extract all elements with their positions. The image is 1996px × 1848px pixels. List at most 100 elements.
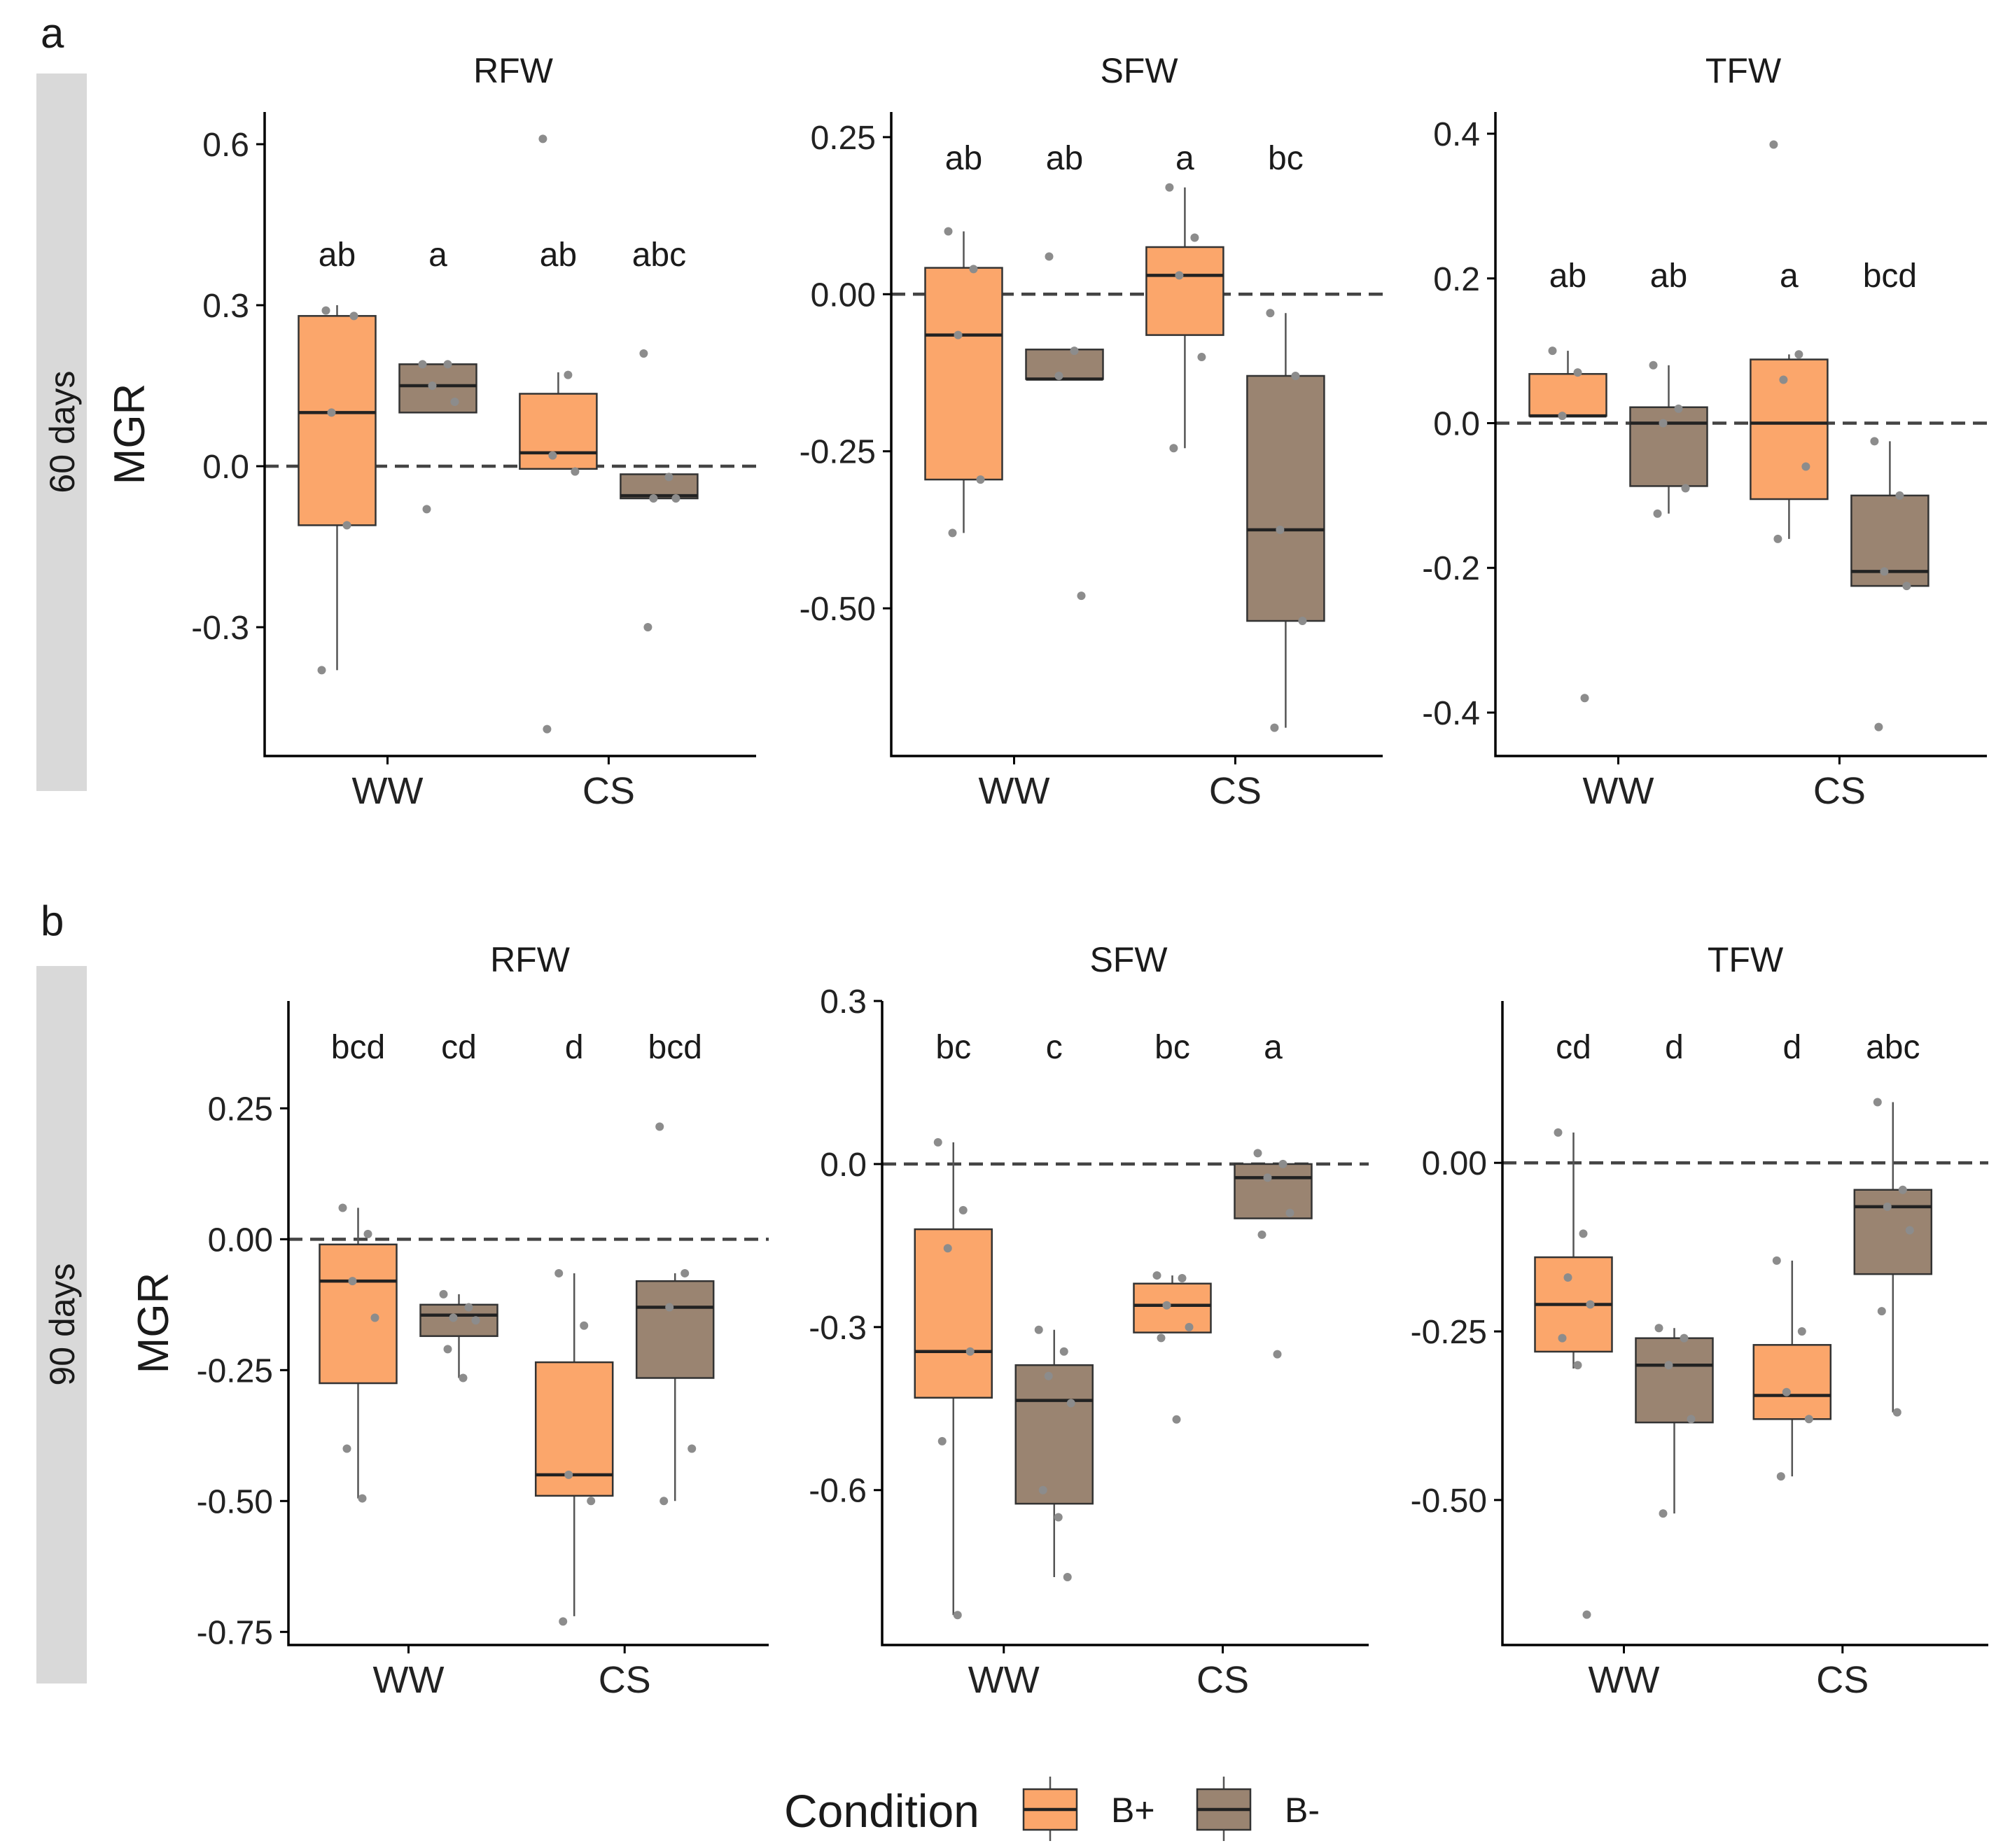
data-point (1178, 1273, 1187, 1282)
significance-letters: bc (1154, 1029, 1190, 1066)
data-point (1044, 1371, 1053, 1380)
data-point (1063, 1572, 1072, 1581)
y-tick-label: 0.00 (811, 276, 876, 314)
data-point (655, 1122, 664, 1131)
box-cs-bplus: bc (1133, 1029, 1212, 1424)
data-point (418, 360, 427, 369)
box-body (1145, 246, 1224, 336)
data-point (349, 312, 358, 321)
box-body (1752, 1344, 1832, 1420)
data-point (1563, 1273, 1572, 1282)
data-point (459, 1373, 468, 1382)
data-point (1892, 1408, 1901, 1417)
significance-letters: d (1665, 1029, 1684, 1066)
data-point (1779, 375, 1788, 384)
data-point (944, 227, 953, 236)
strip-90-days (36, 966, 87, 1684)
box-body (419, 1303, 498, 1337)
significance-letters: ab (945, 140, 982, 177)
data-point (548, 451, 557, 460)
data-point (580, 1321, 589, 1330)
data-point (338, 1203, 347, 1212)
data-point (439, 1289, 448, 1298)
box-cs-bminus: bcd (1850, 258, 1929, 732)
box-ww-bminus: a (398, 237, 477, 514)
box-cs-bplus: a (1750, 140, 1829, 543)
data-point (665, 1303, 674, 1312)
facet-title: RFW (490, 940, 571, 979)
box-cs-bplus: d (534, 1029, 614, 1626)
box-body (1635, 1337, 1714, 1424)
data-point (1804, 1415, 1813, 1424)
y-tick-label: 0.00 (1422, 1145, 1487, 1182)
x-tick-label: WW (1589, 1659, 1660, 1701)
y-tick-label: -0.4 (1422, 695, 1480, 732)
data-point (976, 475, 985, 484)
box-cs-bminus: abc (620, 237, 699, 631)
axis-lines (287, 1001, 769, 1646)
x-tick-label: CS (582, 770, 635, 812)
y-tick-label: 0.00 (208, 1222, 273, 1259)
legend-title: Condition (784, 1785, 979, 1837)
box-cs-bminus: bc (1246, 140, 1325, 732)
data-point (937, 1436, 947, 1446)
box-body (1246, 374, 1325, 622)
data-point (1898, 1185, 1907, 1194)
facet-a-sfw: SFW ab ab a bc -0.50 -0.25 0.00 0.25 WW CS (800, 51, 1383, 812)
data-point (1586, 1300, 1595, 1309)
x-tick-label: WW (968, 1659, 1040, 1701)
y-tick-label: 0.6 (202, 127, 249, 164)
significance-letters: d (1782, 1029, 1801, 1066)
data-point (1573, 368, 1582, 377)
significance-letters: a (428, 237, 447, 274)
box-ww-bplus: ab (924, 140, 1003, 538)
axis-lines (881, 1001, 1369, 1646)
facet-b-sfw: SFW bc c bc a -0.6 -0.3 0.0 0.3 WW CS (809, 940, 1369, 1701)
box-body (1853, 1189, 1933, 1275)
significance-letters: ab (319, 237, 356, 274)
data-point (1772, 1256, 1781, 1265)
significance-letters: abc (632, 237, 686, 274)
data-point (1034, 1325, 1043, 1334)
significance-letters: ab (540, 237, 577, 274)
data-point (327, 408, 336, 417)
facet-b-tfw: TFW cd d d abc -0.50 -0.25 0.00 WW CS (1411, 940, 1988, 1701)
data-point (1582, 1610, 1591, 1619)
y-tick-label: -0.25 (197, 1352, 273, 1390)
facet-a-rfw: RFW MGR ab a ab abc -0.3 0.0 0.3 0.6 WW CS (106, 51, 756, 812)
y-tick-label: -0.50 (197, 1483, 273, 1520)
data-point (659, 1497, 669, 1506)
data-point (1794, 350, 1803, 359)
data-point (681, 1268, 690, 1278)
box-body (924, 267, 1003, 481)
y-tick-label: 0.0 (202, 449, 249, 486)
data-point (1066, 1399, 1075, 1408)
data-point (1664, 1361, 1673, 1370)
data-point (943, 1244, 952, 1253)
strip-60-days (36, 74, 87, 791)
strip-label-60-days: 60 days (43, 370, 82, 493)
data-point (1801, 462, 1810, 471)
significance-letters: bcd (648, 1029, 702, 1066)
box-body (1528, 372, 1607, 417)
legend-label-bplus: B+ (1111, 1791, 1155, 1830)
data-point (543, 724, 552, 734)
y-axis-title: MGR (130, 1273, 178, 1374)
data-point (1162, 1301, 1171, 1310)
data-point (1554, 1128, 1563, 1137)
data-point (1580, 694, 1589, 703)
data-point (948, 528, 957, 538)
data-point (1273, 1350, 1282, 1359)
data-point (370, 1313, 379, 1322)
data-point (1558, 1334, 1567, 1343)
y-tick-label: 0.4 (1433, 116, 1480, 153)
y-tick-label: -0.25 (1411, 1314, 1487, 1351)
box-body (914, 1228, 993, 1399)
data-point (1659, 1509, 1668, 1518)
legend-label-bminus: B- (1285, 1791, 1320, 1830)
x-tick-label: CS (599, 1659, 651, 1701)
data-point (1298, 617, 1307, 626)
data-point (1291, 371, 1300, 380)
strip-label-90-days: 90 days (43, 1263, 82, 1385)
y-tick-label: -0.75 (197, 1614, 273, 1651)
